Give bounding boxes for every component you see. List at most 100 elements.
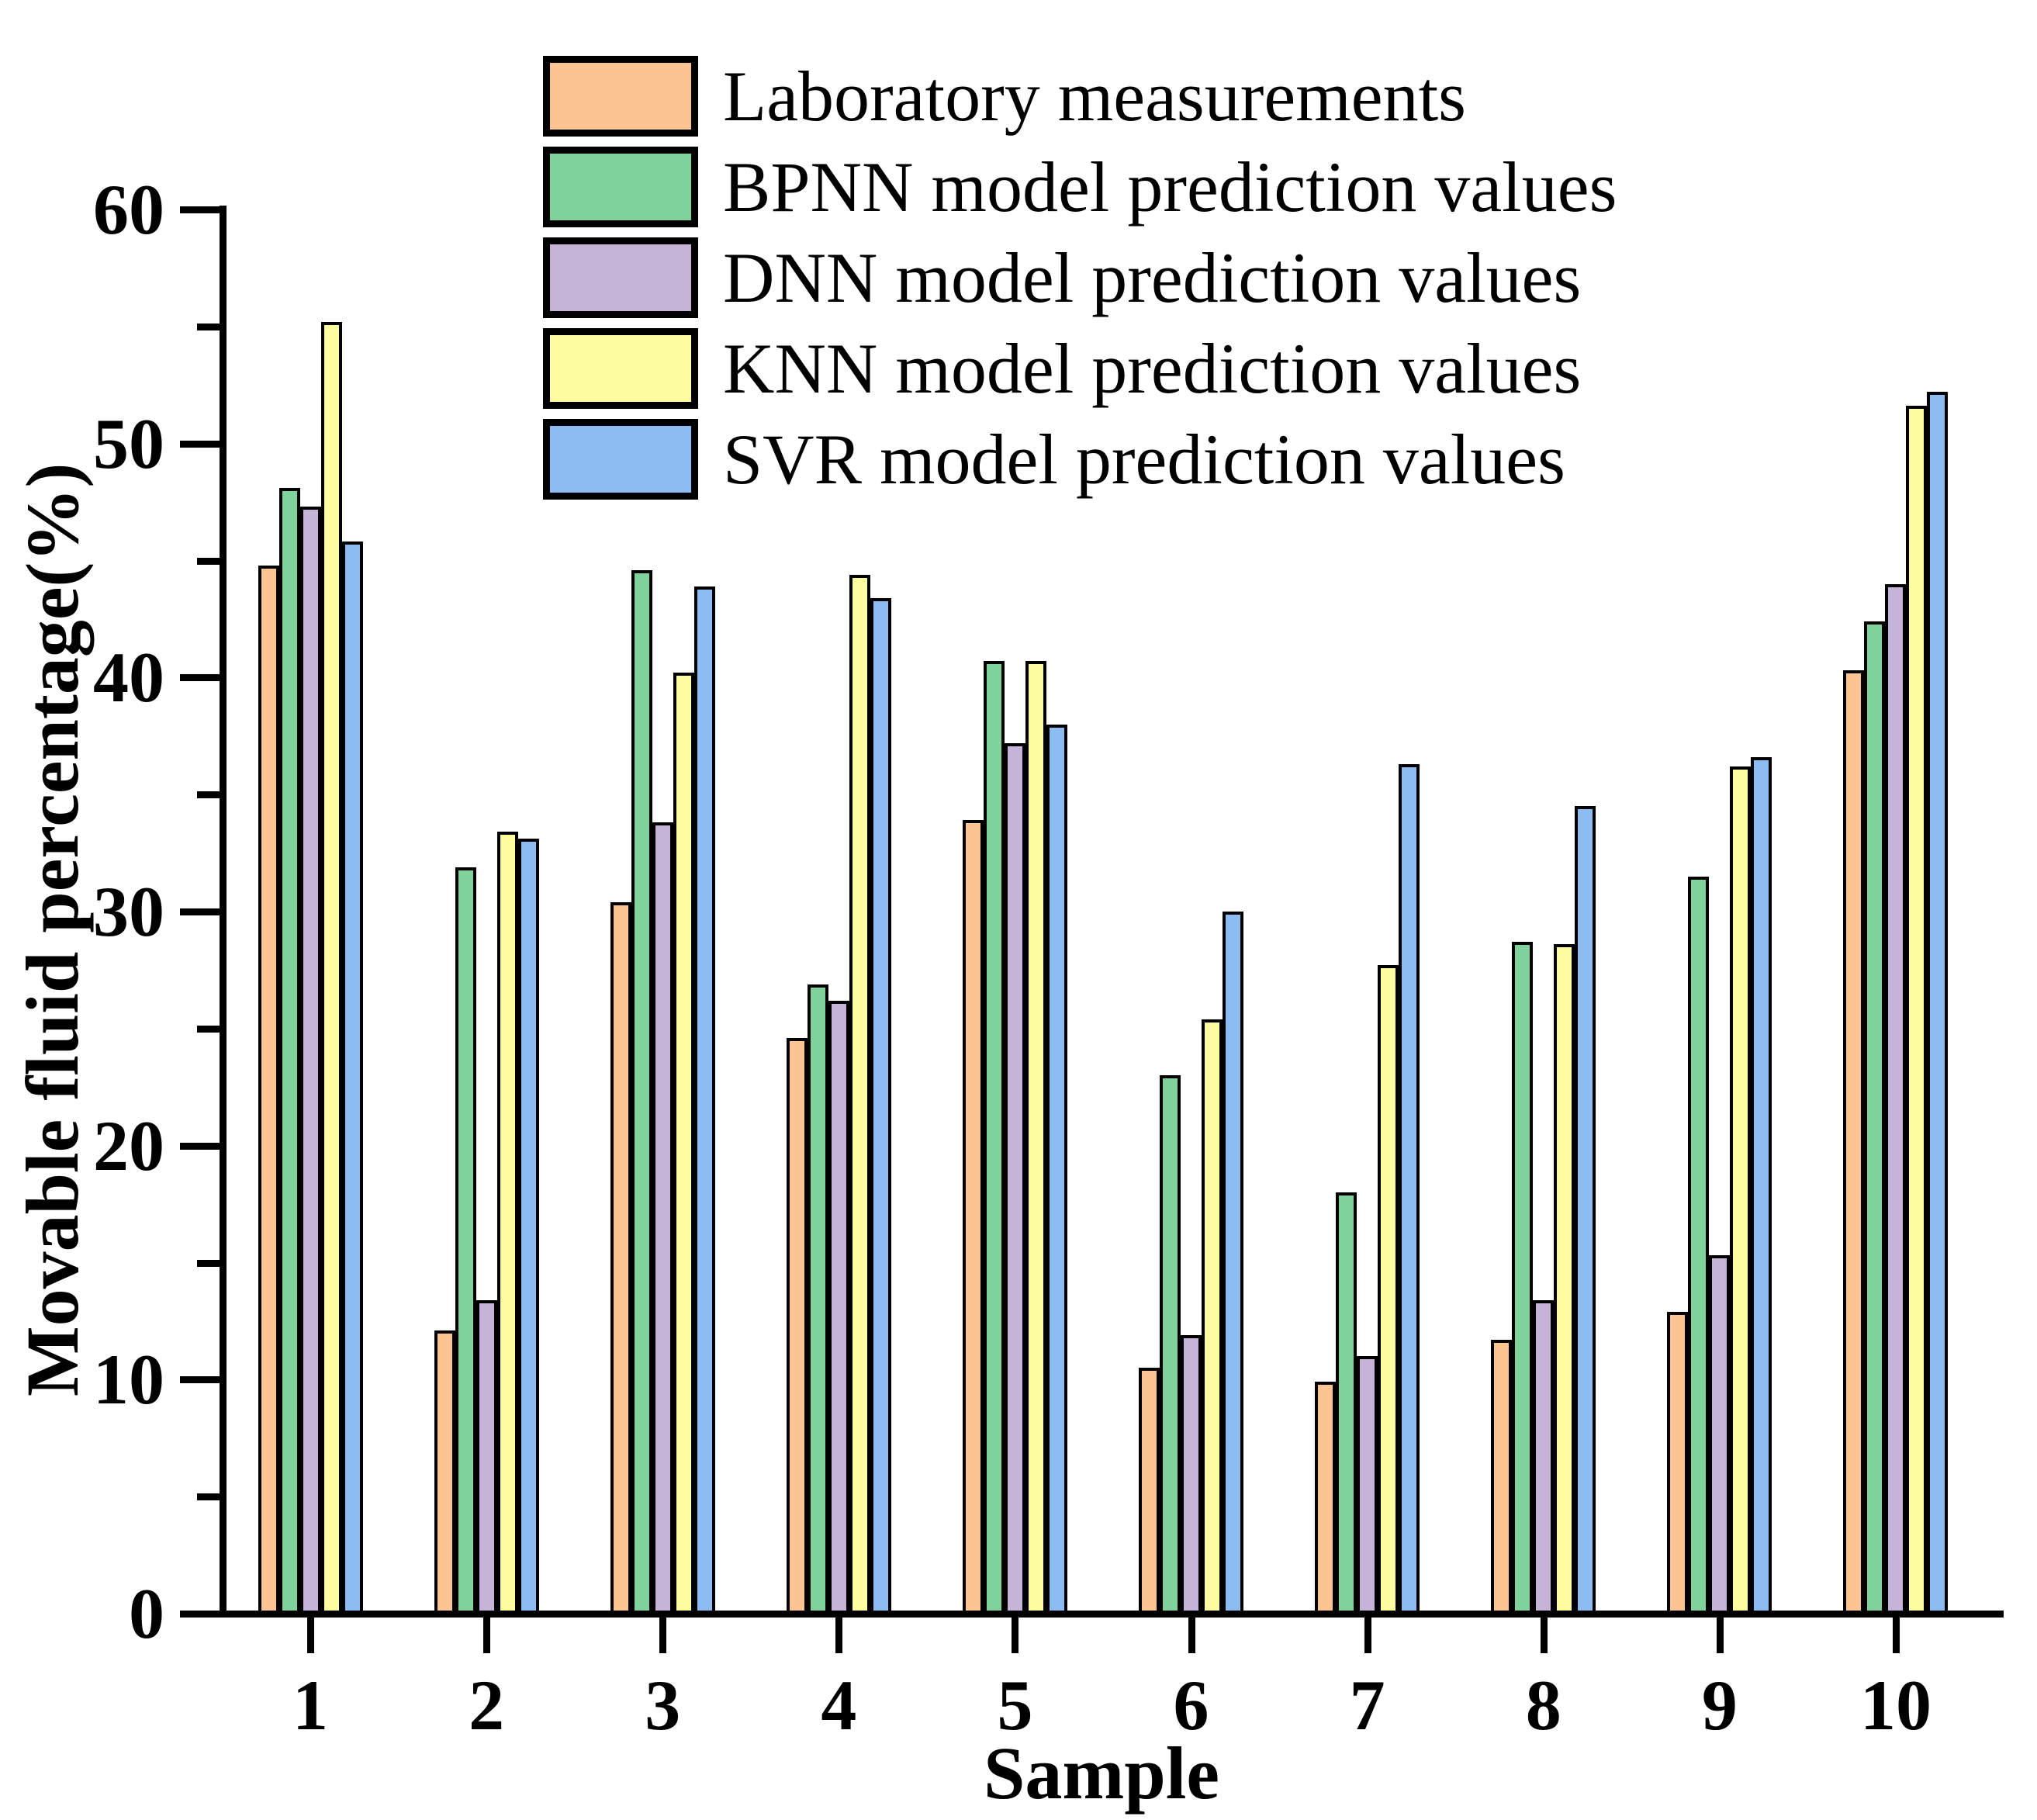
bar-sample6-laboratory (1139, 1368, 1160, 1614)
y-axis-tick-55 (197, 323, 220, 330)
bar-sample1-laboratory (258, 566, 279, 1614)
bar-sample2-bpnn (455, 867, 476, 1614)
bar-sample8-bpnn (1512, 942, 1533, 1614)
x-axis-tick-7 (1364, 1618, 1371, 1653)
y-axis-tick-10 (180, 1376, 220, 1384)
x-axis-tick-3 (659, 1618, 667, 1653)
bar-sample4-bpnn (808, 984, 828, 1614)
x-axis-spine (220, 1611, 2004, 1618)
bar-sample9-laboratory (1667, 1312, 1688, 1614)
bar-sample9-dnn (1709, 1255, 1730, 1614)
x-axis-tick-5 (1012, 1618, 1019, 1653)
x-axis-tick-label: 10 (1859, 1666, 1932, 1745)
y-axis-tick-60 (180, 206, 220, 213)
bar-sample4-knn (849, 575, 870, 1614)
y-axis-tick-20 (180, 1142, 220, 1150)
legend-label: KNN model prediction values (723, 329, 1582, 408)
bar-sample7-bpnn (1336, 1192, 1357, 1614)
y-axis-tick-label: 20 (93, 1105, 164, 1185)
bar-sample7-dnn (1357, 1356, 1378, 1614)
bar-sample2-knn (497, 832, 518, 1614)
legend-item-svr: SVR model prediction values (543, 419, 1617, 500)
legend-item-knn: KNN model prediction values (543, 328, 1617, 409)
x-axis-tick-label: 8 (1525, 1666, 1561, 1745)
legend-label: BPNN model prediction values (723, 147, 1617, 227)
legend-swatch-icon (543, 237, 698, 318)
x-axis-tick-label: 6 (1173, 1666, 1209, 1745)
bar-sample8-laboratory (1491, 1340, 1512, 1614)
legend-swatch-icon (543, 328, 698, 409)
x-axis-title: Sample (983, 1732, 1220, 1815)
legend-swatch-icon (543, 56, 698, 137)
bar-sample2-svr (518, 839, 539, 1614)
x-axis-tick-2 (483, 1618, 491, 1653)
x-axis-tick-1 (307, 1618, 314, 1653)
x-axis-tick-label: 4 (821, 1666, 857, 1745)
y-axis-tick-label: 60 (93, 170, 164, 249)
x-axis-tick-label: 3 (645, 1666, 681, 1745)
y-axis-tick-40 (180, 674, 220, 682)
bar-sample10-svr (1927, 392, 1948, 1614)
bar-sample3-svr (694, 586, 715, 1614)
bar-sample10-dnn (1885, 584, 1906, 1614)
bar-sample3-dnn (652, 822, 673, 1614)
bar-sample1-svr (342, 542, 363, 1614)
legend-swatch-icon (543, 419, 698, 500)
x-axis-tick-label: 2 (469, 1666, 505, 1745)
y-axis-tick-label: 30 (93, 872, 164, 951)
chart-legend: Laboratory measurements BPNN model predic… (543, 56, 1617, 510)
bar-sample8-dnn (1533, 1300, 1554, 1614)
x-axis-tick-label: 5 (997, 1666, 1033, 1745)
x-axis-tick-10 (1892, 1618, 1900, 1653)
bar-sample10-knn (1906, 406, 1927, 1614)
legend-swatch-icon (543, 147, 698, 227)
y-axis-tick-15 (197, 1259, 220, 1267)
y-axis-tick-45 (197, 557, 220, 565)
legend-label: Laboratory measurements (723, 57, 1466, 136)
bar-sample5-laboratory (963, 820, 984, 1614)
y-axis-tick-30 (180, 908, 220, 915)
bar-sample1-bpnn (279, 488, 300, 1614)
bar-sample3-laboratory (610, 902, 631, 1614)
bar-sample5-svr (1046, 725, 1067, 1614)
x-axis-tick-8 (1540, 1618, 1548, 1653)
bar-sample8-svr (1575, 806, 1596, 1614)
y-axis-spine (220, 206, 227, 1618)
legend-item-dnn: DNN model prediction values (543, 237, 1617, 318)
x-axis-tick-4 (835, 1618, 843, 1653)
legend-item-laboratory: Laboratory measurements (543, 56, 1617, 137)
bar-sample1-knn (321, 322, 342, 1614)
y-axis-tick-label: 10 (93, 1340, 164, 1420)
bar-sample5-bpnn (984, 661, 1005, 1614)
bar-sample7-laboratory (1315, 1382, 1336, 1614)
bar-sample3-knn (673, 673, 694, 1614)
bar-sample4-laboratory (787, 1038, 808, 1614)
bar-sample6-dnn (1181, 1335, 1202, 1614)
bar-sample4-dnn (828, 1001, 849, 1614)
bar-sample2-laboratory (434, 1330, 455, 1614)
bar-sample1-dnn (300, 507, 321, 1614)
bar-sample7-knn (1378, 965, 1399, 1614)
bar-sample5-dnn (1005, 743, 1025, 1614)
bar-sample6-svr (1223, 912, 1243, 1614)
bar-sample4-svr (870, 598, 891, 1614)
bar-sample6-knn (1202, 1019, 1223, 1614)
bar-sample8-knn (1554, 944, 1575, 1614)
bar-sample3-bpnn (631, 570, 652, 1614)
bar-sample6-bpnn (1160, 1075, 1181, 1614)
x-axis-tick-6 (1188, 1618, 1195, 1653)
x-axis-tick-label: 1 (292, 1666, 328, 1745)
bar-sample9-bpnn (1688, 877, 1709, 1614)
y-axis-tick-35 (197, 791, 220, 799)
y-axis-title: Movable fluid percentage(%) (11, 462, 94, 1396)
bar-sample10-bpnn (1864, 621, 1885, 1614)
x-axis-tick-label: 7 (1349, 1666, 1385, 1745)
y-axis-tick-5 (197, 1493, 220, 1501)
y-axis-tick-25 (197, 1025, 220, 1033)
bar-sample7-svr (1399, 764, 1420, 1614)
x-axis-tick-label: 9 (1701, 1666, 1738, 1745)
bar-sample10-laboratory (1843, 670, 1864, 1614)
y-axis-tick-0 (180, 1611, 220, 1618)
legend-label: DNN model prediction values (723, 238, 1582, 317)
